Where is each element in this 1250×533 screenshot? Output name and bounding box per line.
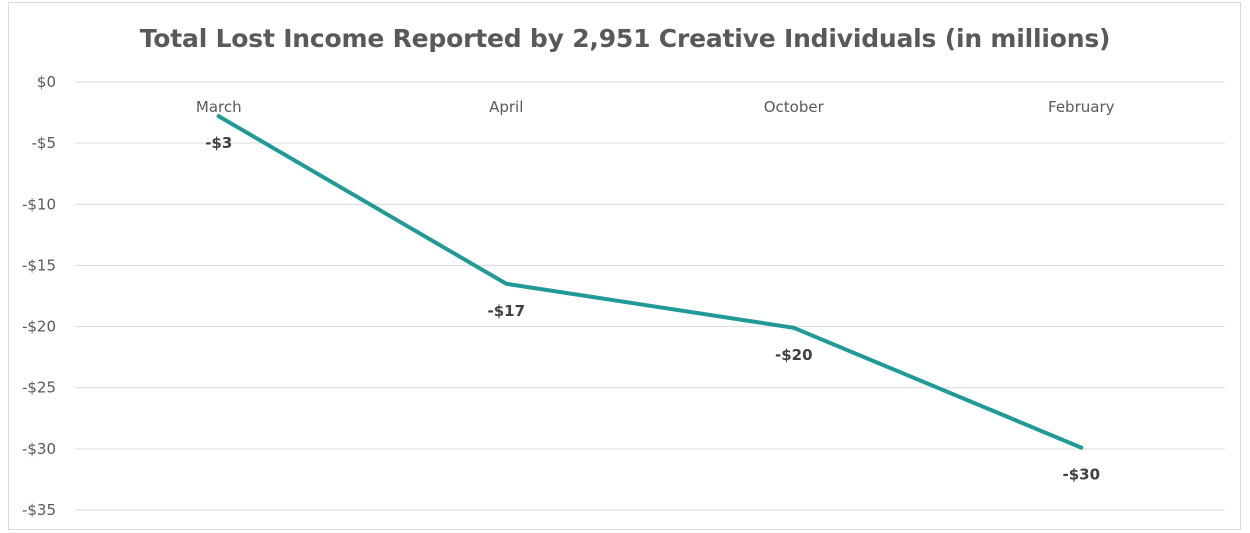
category-label: April <box>489 98 523 116</box>
data-point <box>1079 445 1084 450</box>
category-label: February <box>1048 98 1115 116</box>
series-layer <box>216 114 1084 450</box>
y-tick-label: $0 <box>37 73 56 91</box>
data-point <box>504 281 509 286</box>
category-label: March <box>196 98 242 116</box>
y-tick-label: -$35 <box>22 501 56 519</box>
series-line <box>216 114 1084 450</box>
data-point <box>791 325 796 330</box>
y-tick-label: -$30 <box>22 440 56 458</box>
y-tick-label: -$15 <box>22 256 56 274</box>
y-tick-label: -$20 <box>22 318 56 336</box>
category-label: October <box>764 98 825 116</box>
chart-title: Total Lost Income Reported by 2,951 Crea… <box>139 24 1111 53</box>
data-label: -$30 <box>1062 466 1100 484</box>
data-label: -$17 <box>487 302 525 320</box>
data-label: -$3 <box>205 134 232 152</box>
chart-frame <box>8 2 1241 530</box>
data-point <box>216 114 221 119</box>
y-tick-label: -$10 <box>22 195 56 213</box>
y-axis-tick-labels: $0 -$5 -$10 -$15 -$20 -$25 -$30 -$35 <box>22 73 56 519</box>
gridlines <box>75 81 1225 511</box>
data-label: -$20 <box>775 346 813 364</box>
y-tick-label: -$25 <box>22 379 56 397</box>
category-labels: March April October February <box>196 98 1115 116</box>
data-labels: -$3 -$17 -$20 -$30 <box>205 134 1100 483</box>
y-tick-label: -$5 <box>32 134 57 152</box>
